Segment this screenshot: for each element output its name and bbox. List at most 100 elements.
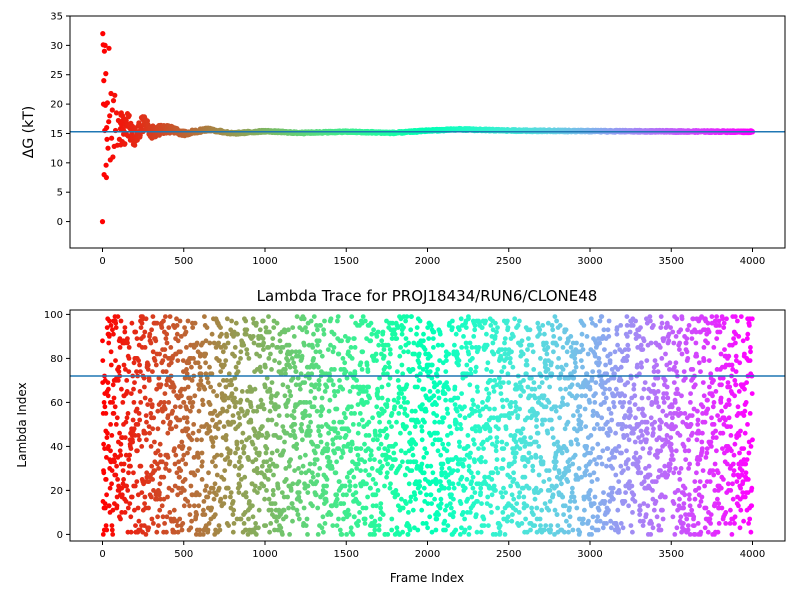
lambda-point (494, 439, 500, 445)
lambda-point (301, 505, 307, 511)
lambda-point (214, 393, 220, 399)
lambda-point (101, 400, 107, 405)
lambda-point (351, 474, 357, 480)
lambda-point (269, 380, 275, 385)
lambda-point (288, 393, 294, 399)
lambda-point (423, 408, 429, 414)
lambda-point (574, 505, 580, 511)
lambda-point (293, 369, 299, 374)
lambda-point (572, 360, 578, 366)
lambda-point (108, 422, 113, 427)
lambda-point (438, 437, 443, 443)
lambda-point (440, 419, 445, 425)
lambda-point (284, 413, 290, 418)
lambda-point (274, 422, 279, 427)
lambda-point (166, 400, 172, 405)
lambda-point (375, 488, 381, 493)
lambda-point (425, 525, 430, 531)
lambda-point (294, 507, 300, 513)
lambda-point (550, 492, 556, 498)
lambda-point (258, 397, 264, 403)
lambda-point (528, 455, 534, 460)
lambda-point (135, 422, 141, 427)
lambda-point (199, 463, 205, 469)
lambda-point (238, 397, 244, 403)
lambda-point (529, 505, 534, 511)
lambda-point (541, 393, 547, 399)
lambda-point (473, 364, 479, 370)
lambda-point (348, 345, 354, 350)
lambda-point (507, 356, 513, 361)
lambda-point (458, 316, 464, 322)
lambda-point (521, 378, 526, 383)
lambda-point (397, 463, 403, 469)
lambda-point (311, 404, 317, 410)
lambda-point (533, 439, 539, 445)
lambda-point (220, 349, 226, 355)
lambda-point (374, 404, 380, 410)
lambda-point (531, 380, 537, 385)
lambda-point (352, 345, 358, 350)
lambda-point (467, 455, 473, 460)
lambda-point (548, 527, 553, 533)
lambda-point (516, 494, 522, 500)
lambda-point (532, 386, 538, 392)
lambda-point (200, 532, 206, 537)
lambda-point (195, 468, 201, 473)
lambda-point (175, 338, 181, 344)
lambda-point (461, 457, 467, 462)
lambda-point (216, 485, 222, 491)
lambda-point (334, 503, 339, 509)
lambda-point (299, 353, 305, 359)
lambda-point (277, 435, 283, 440)
lambda-point (443, 527, 448, 533)
lambda-point (177, 474, 182, 480)
lambda-point (164, 382, 169, 388)
lambda-point (362, 521, 368, 526)
lambda-point (238, 516, 244, 522)
lambda-point (516, 510, 522, 515)
lambda-point (246, 457, 252, 462)
lambda-point (314, 408, 320, 414)
lambda-point (513, 408, 518, 414)
lambda-point (131, 386, 136, 392)
lambda-point (261, 406, 267, 412)
lambda-point (171, 507, 177, 513)
lambda-point (517, 446, 523, 451)
lambda-point (112, 404, 118, 410)
lambda-point (106, 340, 112, 346)
lambda-point (107, 485, 113, 491)
lambda-point (458, 422, 463, 427)
lambda-point (332, 393, 338, 399)
lambda-point (568, 345, 574, 350)
lambda-point (157, 507, 163, 513)
lambda-point (199, 450, 205, 456)
lambda-point (158, 452, 163, 458)
lambda-point (296, 494, 302, 500)
lambda-point (222, 362, 227, 368)
lambda-point (434, 413, 440, 418)
lambda-point (360, 349, 366, 355)
lambda-point (582, 472, 588, 478)
lambda-point (315, 327, 320, 333)
lambda-point (343, 369, 349, 374)
lambda-point (148, 494, 154, 500)
lambda-point (493, 488, 498, 493)
lambda-point (297, 386, 303, 392)
lambda-point (403, 501, 409, 506)
lambda-point (161, 474, 167, 480)
lambda-point (310, 503, 315, 509)
lambda-point (124, 378, 130, 383)
lambda-point (267, 389, 273, 394)
lambda-point (312, 450, 318, 456)
lambda-point (264, 488, 269, 493)
lambda-point (408, 327, 414, 333)
lambda-point (223, 358, 229, 363)
lambda-point (269, 450, 275, 456)
lambda-point (459, 345, 465, 350)
lambda-point (554, 342, 560, 348)
lambda-point (416, 351, 422, 357)
lambda-point (230, 529, 236, 535)
lambda-point (130, 417, 136, 423)
